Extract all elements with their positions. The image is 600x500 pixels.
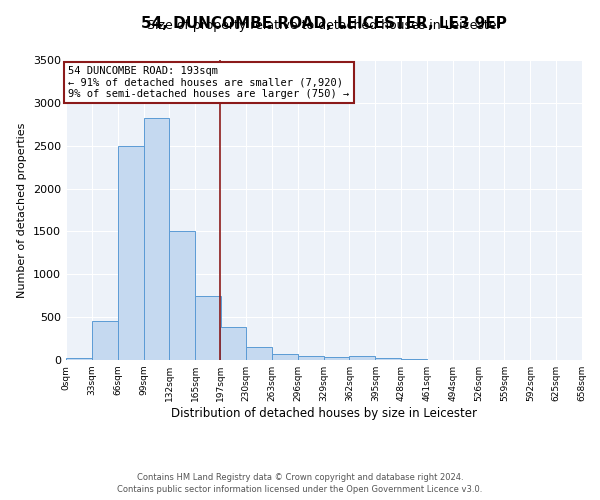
Bar <box>246 347 272 360</box>
X-axis label: Distribution of detached houses by size in Leicester: Distribution of detached houses by size … <box>171 407 477 420</box>
Bar <box>323 358 349 360</box>
Bar <box>92 320 118 360</box>
Bar <box>349 356 375 360</box>
Bar <box>401 359 427 360</box>
Bar <box>169 232 195 360</box>
Text: 54 DUNCOMBE ROAD: 193sqm
← 91% of detached houses are smaller (7,920)
9% of semi: 54 DUNCOMBE ROAD: 193sqm ← 91% of detach… <box>68 66 350 99</box>
Bar <box>118 146 143 360</box>
Y-axis label: Number of detached properties: Number of detached properties <box>17 122 28 298</box>
Bar <box>298 356 323 360</box>
Bar <box>375 358 401 360</box>
Bar <box>195 296 221 360</box>
Text: 54, DUNCOMBE ROAD, LEICESTER, LE3 9EP: 54, DUNCOMBE ROAD, LEICESTER, LE3 9EP <box>141 16 507 32</box>
Bar <box>143 118 169 360</box>
Title: Size of property relative to detached houses in Leicester: Size of property relative to detached ho… <box>146 20 502 32</box>
Bar <box>220 328 246 360</box>
Bar <box>66 358 92 360</box>
Bar <box>272 354 298 360</box>
Text: Contains HM Land Registry data © Crown copyright and database right 2024.
Contai: Contains HM Land Registry data © Crown c… <box>118 472 482 494</box>
